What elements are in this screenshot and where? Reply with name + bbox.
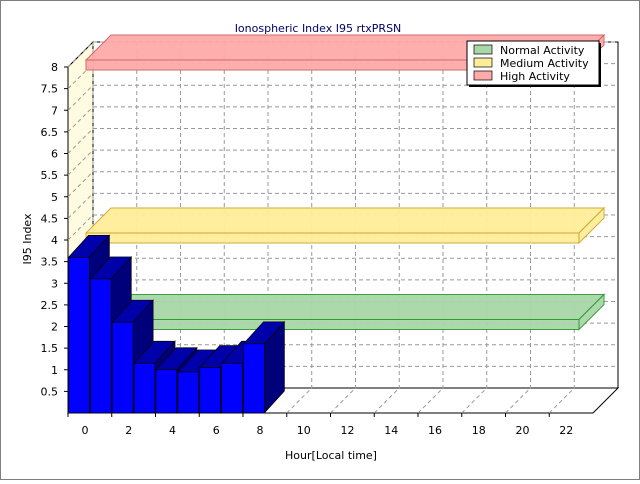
y-tick-label: 3: [51, 277, 58, 290]
y-tick-label: 4: [51, 234, 58, 247]
grid-line-y-side: [67, 149, 94, 176]
x-tick-label: 10: [297, 424, 311, 437]
grid-line-x-floor: [461, 387, 488, 414]
x-tick-label: 8: [257, 424, 264, 437]
grid-line-x-floor: [286, 387, 313, 414]
y-tick-label: 0.5: [41, 385, 59, 398]
threshold-band-side: [578, 206, 605, 245]
grid-line-y-side: [67, 106, 94, 133]
grid-line-y-side: [67, 41, 94, 68]
y-tick-label: 1.5: [41, 342, 59, 355]
legend-label: Medium Activity: [500, 57, 589, 70]
y-tick-label: 3.5: [41, 256, 59, 269]
y-axis-label: I95 Index: [21, 213, 34, 265]
x-tick-label: 4: [169, 424, 176, 437]
y-tick-label: 4.5: [41, 212, 59, 225]
grid-line-y-side: [67, 128, 94, 154]
threshold-band-top: [84, 294, 606, 320]
x-tick-label: 22: [559, 424, 573, 437]
bar-front: [133, 362, 156, 414]
legend-swatch: [473, 70, 493, 81]
bar-front: [68, 256, 90, 414]
bars: [67, 234, 286, 414]
y-tick-label: 5: [51, 191, 58, 204]
grid-line-x-floor: [505, 387, 531, 414]
legend-label: Normal Activity: [500, 44, 585, 57]
x-tick-label: 2: [125, 424, 132, 437]
y-tick-label: 7: [51, 104, 58, 117]
grid-line-x-floor: [330, 387, 356, 414]
x-tick-label: 18: [472, 424, 486, 437]
bar-front: [199, 367, 221, 414]
legend-swatch: [473, 57, 493, 68]
chart-title: Ionospheric Index I95 rtxPRSN: [235, 22, 402, 35]
y-tick-label: 7.5: [41, 83, 59, 96]
bar: [242, 320, 286, 414]
x-tick-label: 20: [516, 424, 530, 437]
y-tick-label: 8: [51, 61, 58, 74]
threshold-band-front: [85, 319, 580, 330]
grid-line-x-floor: [373, 387, 400, 414]
x-axis-ticks: 0 2 4 6 8 10 12 14 16 18 20 22: [67, 413, 573, 437]
legend-swatch: [473, 44, 493, 55]
y-tick-label: 1: [51, 364, 58, 377]
legend-label: High Activity: [500, 70, 570, 83]
grid-line-x-floor: [417, 387, 444, 414]
threshold-band-top: [84, 207, 606, 234]
y-tick-label: 6: [51, 148, 58, 161]
threshold-band-side: [578, 293, 605, 331]
grid-line-y-side: [67, 84, 94, 111]
bar-front: [155, 369, 178, 414]
y-tick-label: 5.5: [41, 169, 59, 182]
y-tick-label: 2: [51, 321, 58, 334]
grid-line-x-floor: [548, 387, 575, 414]
x-tick-label: 12: [341, 424, 355, 437]
threshold-band: [84, 206, 606, 245]
x-tick-label: 16: [428, 424, 442, 437]
bar-front: [221, 362, 243, 414]
bar-front: [111, 321, 134, 414]
bar-front: [243, 343, 265, 414]
grid-line-y-side: [67, 214, 94, 241]
y-tick-label: 2.5: [41, 299, 59, 312]
y-axis-ticks: 0.5 1 1.5 2 2.5 3 3.5 4 4.5 5 5.5 6 6.5 7 7.5 8: [41, 61, 68, 398]
x-tick-label: 14: [384, 424, 398, 437]
y-tick-label: 6.5: [41, 126, 59, 139]
bar-front: [90, 278, 112, 414]
x-tick-label: 0: [82, 424, 89, 437]
threshold-band: [84, 293, 606, 331]
grid-line-y-side: [67, 171, 94, 198]
bar-front: [177, 371, 200, 414]
threshold-band-front: [85, 232, 580, 244]
x-tick-label: 6: [213, 424, 220, 437]
grid-line-y-side: [67, 193, 94, 219]
x-axis-label: Hour[Local time]: [285, 449, 377, 462]
